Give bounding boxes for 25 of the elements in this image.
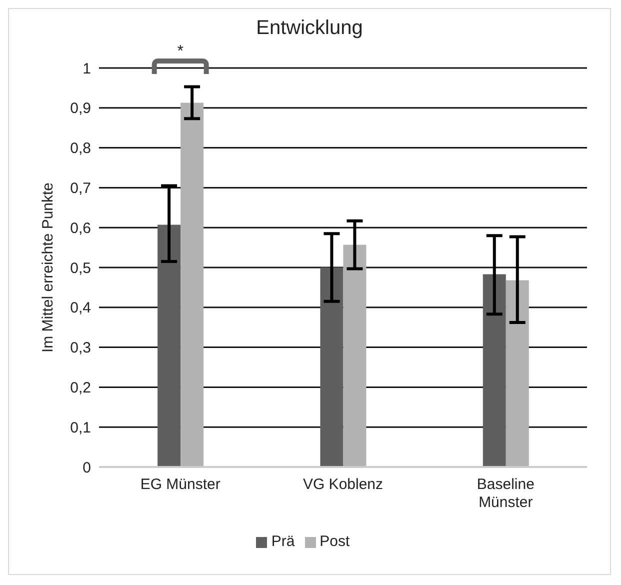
y-tick-label: 0,2: [70, 380, 91, 397]
bar: [506, 280, 529, 467]
bar: [482, 274, 506, 467]
x-tick-label: Baseline Münster: [476, 476, 534, 511]
x-tick-label: EG Münster: [140, 476, 220, 493]
y-tick-label: 0,9: [70, 100, 91, 118]
y-tick-label: 0,8: [70, 140, 91, 158]
y-tick-label: 0: [82, 459, 91, 476]
legend-label: Post: [320, 533, 350, 550]
y-tick-label: 0,3: [70, 340, 91, 357]
y-tick-label: 0,6: [70, 220, 91, 237]
y-tick-label: 0,1: [70, 419, 91, 436]
y-tick-label: 1: [82, 60, 91, 78]
bar: [343, 244, 366, 467]
chart-title: Entwicklung: [255, 17, 364, 40]
text: *: [177, 43, 184, 60]
x-tick-label: VG Koblenz: [302, 476, 384, 493]
bar: [180, 102, 204, 467]
y-tick-label: 0,5: [70, 260, 91, 277]
y-tick-label: 0,4: [70, 300, 91, 317]
y-axis-title: Im Mittel erreichte Punkte: [39, 182, 56, 353]
bar: [320, 268, 344, 467]
y-tick-label: 0,7: [70, 180, 91, 198]
legend-label: Prä: [271, 533, 295, 550]
bar: [158, 224, 181, 467]
